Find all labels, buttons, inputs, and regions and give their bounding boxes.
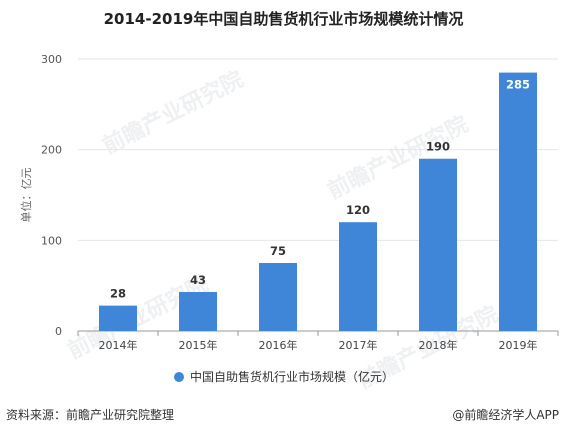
x-tick-label: 2017年 [339, 338, 378, 352]
bar [259, 263, 297, 331]
data-label: 43 [190, 273, 206, 287]
brand-note: @前瞻经济学人APP [452, 408, 559, 422]
x-tick-label: 2019年 [499, 338, 538, 352]
bar [179, 292, 217, 331]
legend-swatch [174, 371, 184, 382]
data-label: 190 [426, 140, 450, 154]
y-tick-label: 300 [41, 53, 62, 66]
data-label: 28 [110, 287, 126, 301]
y-tick-label: 100 [41, 234, 62, 247]
chart-title: 2014-2019年中国自助售货机行业市场规模统计情况 [103, 10, 464, 28]
y-tick-label: 200 [41, 144, 62, 157]
bar [99, 305, 137, 331]
source-note: 资料来源：前瞻产业研究院整理 [6, 408, 175, 422]
bar [499, 72, 537, 331]
y-tick-label: 0 [55, 325, 62, 338]
y-axis-label: 单位：亿元 [19, 168, 33, 223]
legend-label: 中国自助售货机行业市场规模（亿元） [190, 370, 395, 384]
data-label: 75 [270, 244, 286, 258]
bar [419, 158, 457, 331]
legend: 中国自助售货机行业市场规模（亿元） [174, 368, 394, 385]
data-label: 120 [346, 203, 370, 217]
x-tick-label: 2014年 [99, 338, 138, 352]
x-tick-label: 2015年 [179, 338, 218, 352]
bar [339, 222, 377, 331]
x-tick-label: 2016年 [259, 338, 298, 352]
data-label: 285 [506, 78, 530, 92]
x-tick-label: 2018年 [419, 338, 458, 352]
